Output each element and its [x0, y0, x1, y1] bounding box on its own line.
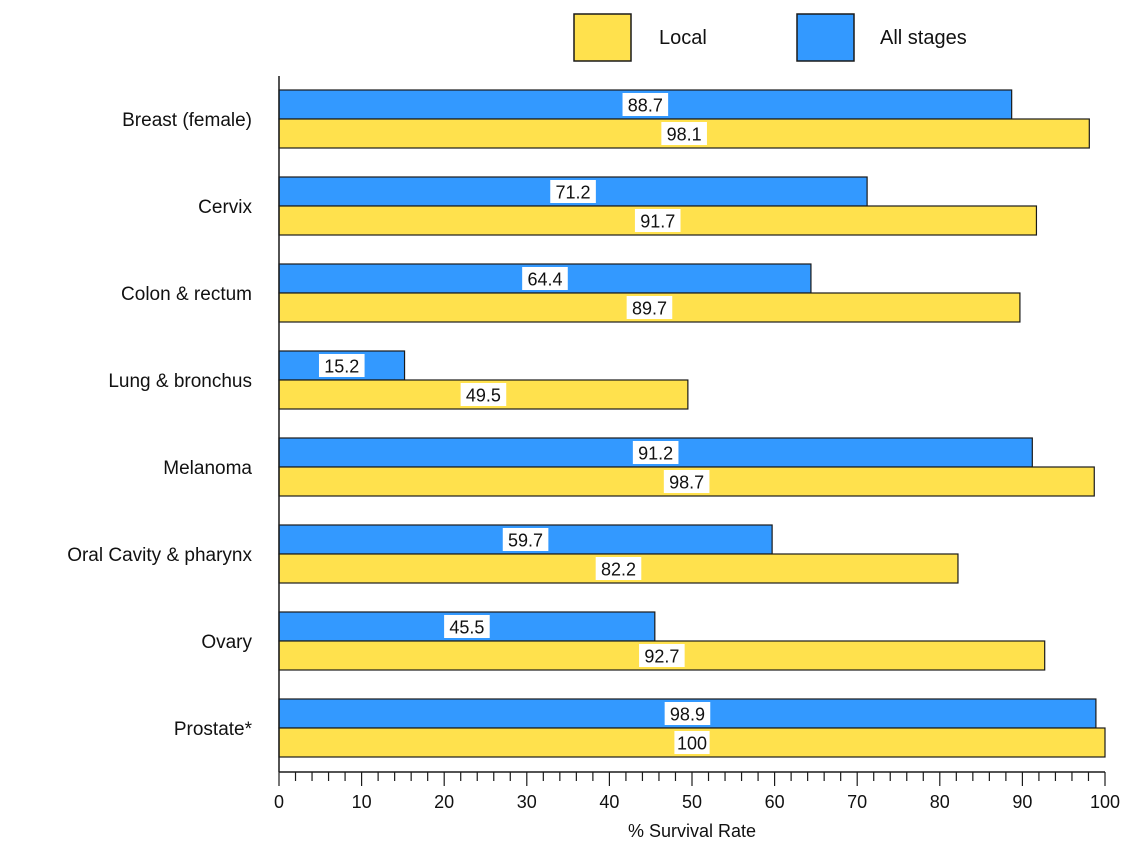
data-label-all-stages-oral-cavity-pharynx: 59.7	[508, 531, 543, 551]
x-tick-label-0: 0	[274, 792, 284, 812]
category-label-oral-cavity-pharynx: Oral Cavity & pharynx	[67, 545, 252, 566]
data-label-all-stages-ovary: 45.5	[449, 618, 484, 638]
data-label-box-local-colon-rectum	[626, 296, 673, 319]
data-label-local-melanoma: 98.7	[669, 473, 704, 493]
category-label-cervix: Cervix	[198, 197, 252, 218]
data-label-box-all-stages-breast-female	[622, 93, 669, 116]
data-label-box-local-oral-cavity-pharynx	[595, 557, 642, 580]
x-tick-label-50: 50	[682, 792, 702, 812]
category-label-prostate: Prostate*	[174, 719, 253, 740]
data-label-box-all-stages-oral-cavity-pharynx	[502, 528, 549, 551]
data-label-box-all-stages-lung-bronchus	[318, 354, 365, 377]
data-label-local-lung-bronchus: 49.5	[466, 386, 501, 406]
category-label-melanoma: Melanoma	[163, 458, 252, 479]
data-label-box-all-stages-ovary	[444, 615, 490, 638]
data-label-local-breast-female: 98.1	[667, 125, 702, 145]
data-label-all-stages-breast-female: 88.7	[628, 96, 663, 116]
x-tick-label-20: 20	[434, 792, 454, 812]
x-tick-label-30: 30	[517, 792, 537, 812]
data-label-all-stages-lung-bronchus: 15.2	[324, 357, 359, 377]
x-tick-label-60: 60	[765, 792, 785, 812]
x-tick-label-100: 100	[1090, 792, 1120, 812]
category-label-breast-female: Breast (female)	[122, 110, 252, 131]
data-label-all-stages-prostate: 98.9	[670, 705, 705, 725]
x-axis: 0 10 20 30 40 50 60 70 80 90 100	[274, 76, 1120, 812]
data-label-all-stages-cervix: 71.2	[556, 183, 591, 203]
category-label-lung-bronchus: Lung & bronchus	[108, 371, 252, 392]
data-label-box-local-melanoma	[663, 470, 710, 493]
data-label-box-all-stages-colon-rectum	[522, 267, 568, 290]
category-label-ovary: Ovary	[201, 632, 252, 653]
x-tick-label-90: 90	[1012, 792, 1032, 812]
data-label-box-local-ovary	[639, 644, 685, 667]
data-label-box-local-prostate	[674, 731, 710, 754]
data-label-local-oral-cavity-pharynx: 82.2	[601, 560, 636, 580]
data-label-local-prostate: 100	[677, 734, 707, 754]
legend: Local All stages	[573, 13, 967, 62]
data-label-box-local-breast-female	[661, 122, 707, 145]
data-label-box-local-lung-bronchus	[460, 383, 507, 406]
data-label-all-stages-melanoma: 91.2	[638, 444, 673, 464]
category-labels: Breast (female) Cervix Colon & rectum Lung …	[67, 110, 252, 740]
x-axis-title: % Survival Rate	[628, 821, 756, 841]
legend-swatch-all-stages	[796, 13, 855, 62]
data-label-box-all-stages-prostate	[664, 702, 711, 725]
data-label-local-ovary: 92.7	[644, 647, 679, 667]
data-label-box-all-stages-melanoma	[632, 441, 679, 464]
category-label-colon-rectum: Colon & rectum	[121, 284, 252, 305]
legend-label-local: Local	[659, 27, 707, 49]
x-tick-label-70: 70	[847, 792, 867, 812]
x-tick-label-40: 40	[599, 792, 619, 812]
x-tick-label-10: 10	[352, 792, 372, 812]
data-label-box-local-cervix	[634, 209, 681, 232]
data-label-all-stages-colon-rectum: 64.4	[527, 270, 562, 290]
data-label-box-all-stages-cervix	[550, 180, 596, 203]
bars: 88.798.1 71.2 91.7 64.4 89.7 15.2 49.5 91.2 98.7…	[278, 89, 1106, 758]
data-label-local-cervix: 91.7	[640, 212, 675, 232]
legend-label-all-stages: All stages	[880, 27, 967, 49]
data-label-local-colon-rectum: 89.7	[632, 299, 667, 319]
legend-swatch-local	[573, 13, 632, 62]
x-tick-label-80: 80	[930, 792, 950, 812]
